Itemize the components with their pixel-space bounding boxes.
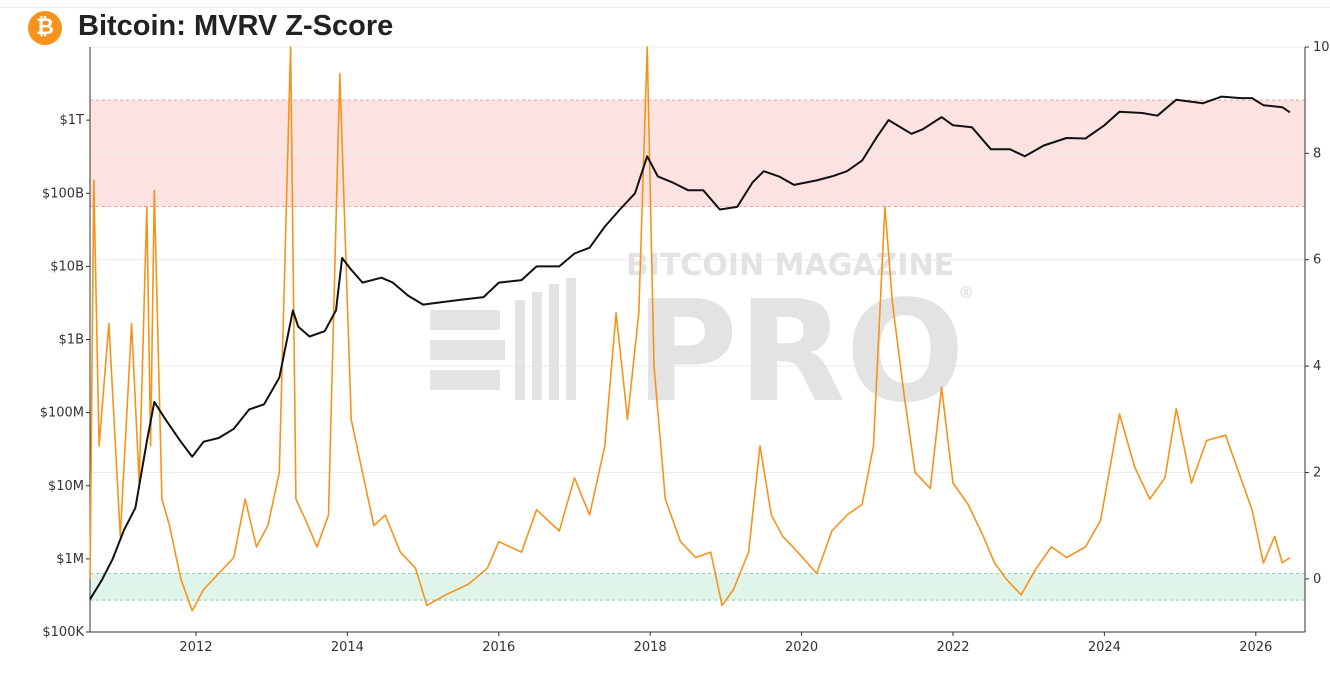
watermark: BITCOIN MAGAZINE PRO ® [430, 248, 974, 434]
left-tick-label: $1B [59, 333, 84, 348]
left-tick-label: $1T [60, 113, 85, 128]
x-tick-label: 2016 [482, 640, 515, 655]
left-axis-ticks: $100K $1M $10M $100M $1B $10B $100B $1T [40, 113, 90, 640]
right-tick-label: 0 [1313, 572, 1321, 587]
left-tick-label: $10M [48, 479, 84, 494]
x-tick-label: 2020 [785, 640, 818, 655]
gridlines [90, 46, 1305, 580]
bitcoin-logo-icon: ₿ [28, 11, 62, 45]
watermark-line1: BITCOIN MAGAZINE [626, 248, 954, 283]
series [89, 46, 1291, 612]
right-tick-label: 10 [1313, 40, 1330, 55]
left-tick-label: $10B [50, 259, 84, 274]
top-divider [0, 7, 1330, 8]
chart-title: Bitcoin: MVRV Z-Score [78, 10, 394, 42]
series-line-market-cap [89, 95, 1291, 600]
x-tick-label: 2014 [331, 640, 364, 655]
left-tick-label: $100B [42, 186, 84, 201]
right-tick-label: 8 [1313, 146, 1321, 161]
right-tick-label: 6 [1313, 253, 1321, 268]
right-tick-label: 4 [1313, 359, 1321, 374]
chart-header: ₿ Bitcoin: MVRV Z-Score [0, 0, 1330, 52]
series-line-mvrv-z-score [89, 46, 1291, 612]
left-tick-label: $100K [42, 625, 84, 640]
x-tick-label: 2018 [634, 640, 667, 655]
right-axis-ticks: 0 2 4 6 8 10 [1305, 40, 1330, 587]
band-undervalued [90, 573, 1305, 601]
x-tick-label: 2026 [1239, 640, 1272, 655]
watermark-line2: PRO [635, 271, 964, 434]
watermark-registered-mark: ® [958, 283, 974, 302]
left-tick-label: $1M [56, 552, 84, 567]
right-tick-label: 2 [1313, 465, 1321, 480]
x-axis-ticks: 2012 2014 2016 2018 2020 2022 2024 2026 [179, 632, 1272, 655]
x-tick-label: 2012 [179, 640, 212, 655]
x-tick-label: 2024 [1088, 640, 1121, 655]
x-tick-label: 2022 [936, 640, 969, 655]
watermark-stripes-icon [430, 278, 576, 400]
left-tick-label: $100M [40, 406, 84, 421]
